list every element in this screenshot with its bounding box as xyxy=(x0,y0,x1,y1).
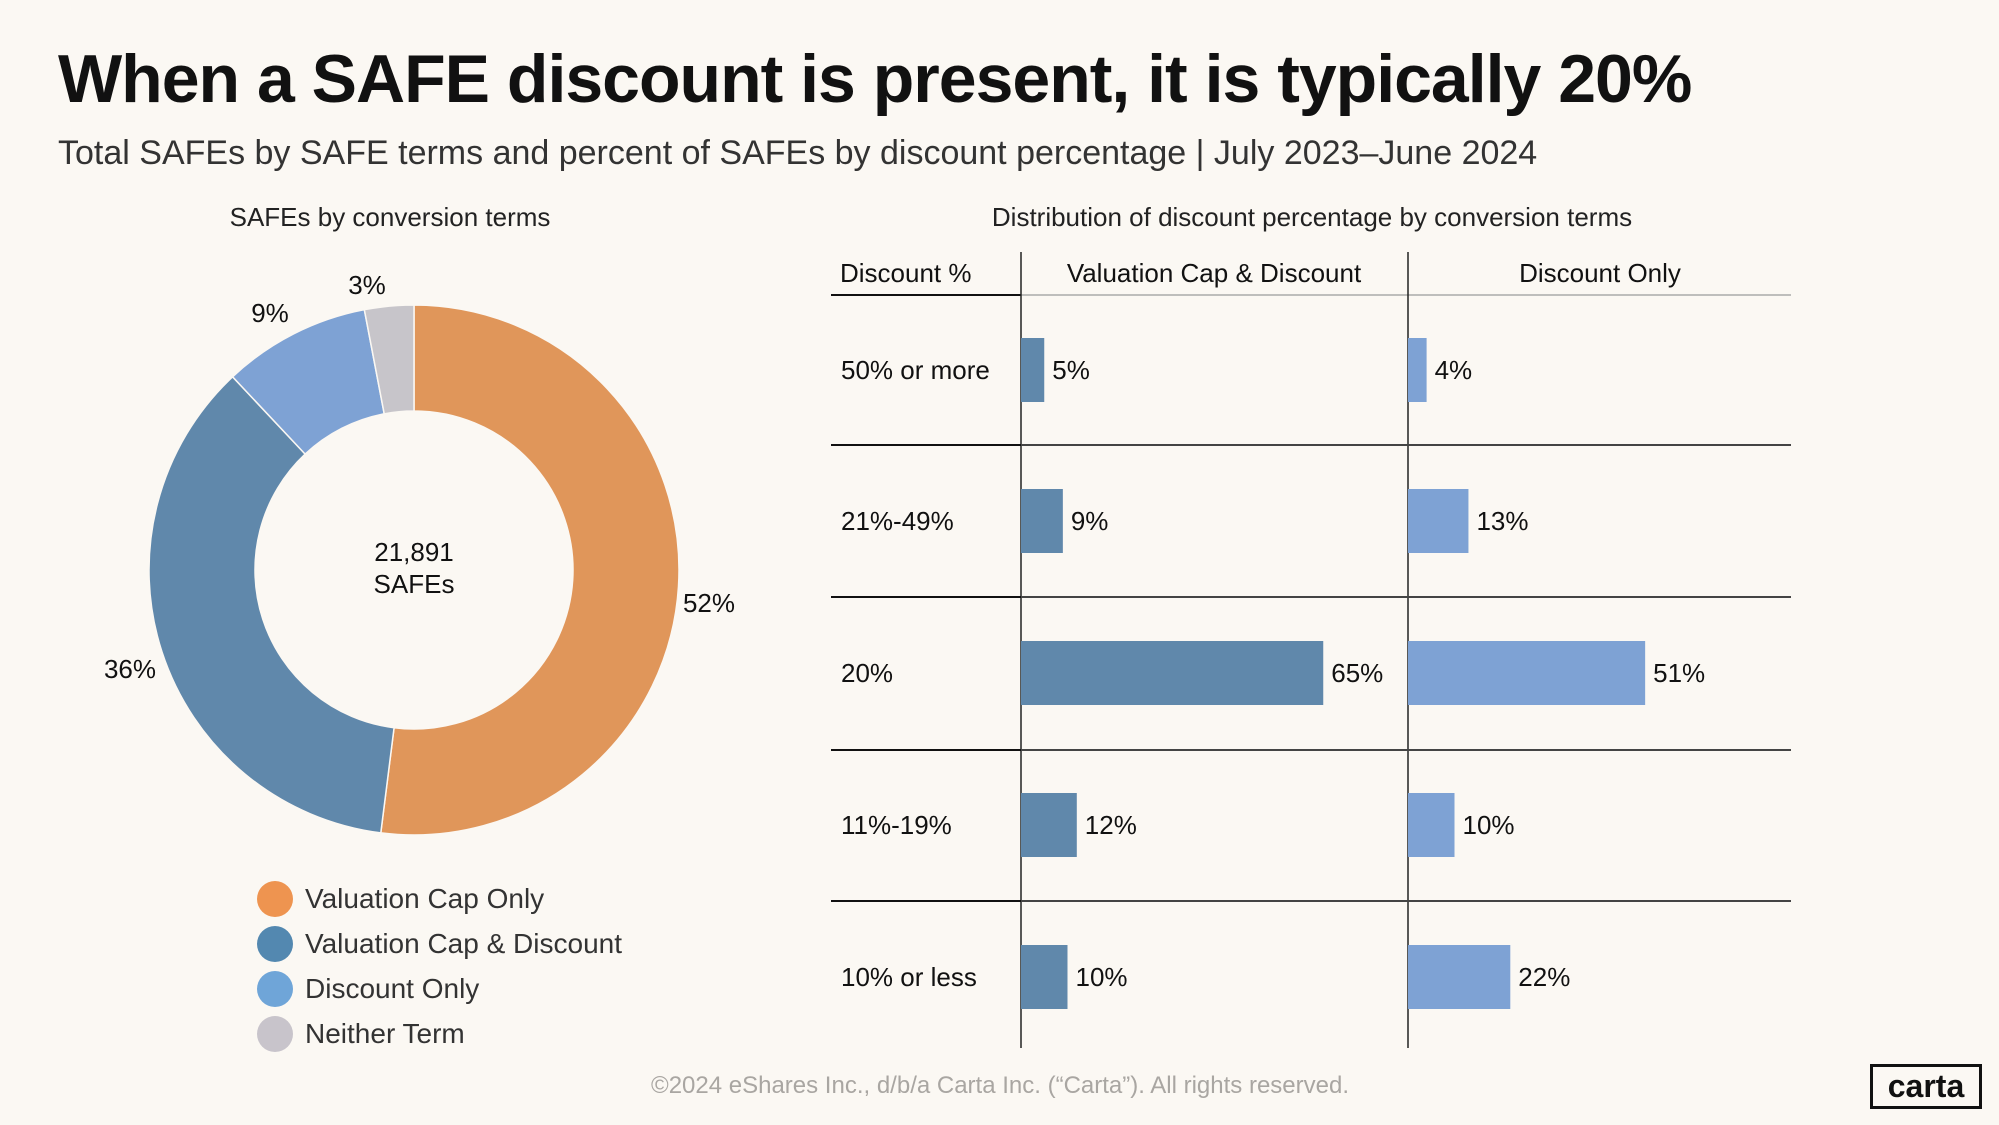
legend-item: Discount Only xyxy=(257,969,479,1009)
copyright-footer: ©2024 eShares Inc., d/b/a Carta Inc. (“C… xyxy=(651,1072,1349,1099)
bar xyxy=(1021,338,1045,402)
bar xyxy=(1408,338,1427,402)
slice-label: 52% xyxy=(683,588,735,618)
bar xyxy=(1021,793,1077,857)
legend-label: Valuation Cap & Discount xyxy=(305,928,622,959)
bar-value-label: 12% xyxy=(1085,810,1137,840)
legend-label: Neither Term xyxy=(305,1018,465,1049)
legend-item: Valuation Cap & Discount xyxy=(257,924,622,964)
bar-value-label: 13% xyxy=(1476,506,1528,536)
donut-chart-title: SAFEs by conversion terms xyxy=(229,202,551,232)
bar xyxy=(1408,641,1646,705)
legend-item: Neither Term xyxy=(257,1014,465,1054)
slice-label: 36% xyxy=(104,654,156,684)
bar-value-label: 65% xyxy=(1331,658,1383,688)
donut-slice xyxy=(148,375,395,834)
column-header: Discount Only xyxy=(1519,258,1681,288)
bar-value-label: 10% xyxy=(1076,962,1128,992)
donut-slice xyxy=(363,304,415,415)
bar xyxy=(1408,489,1469,553)
bar-value-label: 22% xyxy=(1518,962,1570,992)
row-label: 50% or more xyxy=(841,355,990,385)
center-total: 21,891 xyxy=(374,537,454,567)
bar-value-label: 5% xyxy=(1052,355,1090,385)
legend-item: Valuation Cap Only xyxy=(257,879,544,919)
donut-slice xyxy=(379,304,680,836)
page-title: When a SAFE discount is present, it is t… xyxy=(58,41,1692,117)
legend-label: Valuation Cap Only xyxy=(305,883,545,914)
column-header: Valuation Cap & Discount xyxy=(1067,258,1362,288)
center-unit: SAFEs xyxy=(374,569,455,599)
bar-value-label: 10% xyxy=(1463,810,1515,840)
slice-label: 3% xyxy=(348,270,386,300)
row-label: 20% xyxy=(841,658,893,688)
legend-label: Discount Only xyxy=(305,973,480,1004)
page-subtitle: Total SAFEs by SAFE terms and percent of… xyxy=(58,134,1538,172)
bar xyxy=(1021,489,1063,553)
legend-swatch xyxy=(257,971,293,1007)
legend-swatch xyxy=(257,926,293,962)
bar-value-label: 51% xyxy=(1653,658,1705,688)
row-label: 10% or less xyxy=(841,962,977,992)
bar-value-label: 4% xyxy=(1435,355,1473,385)
row-label: 21%-49% xyxy=(841,506,954,536)
legend-swatch xyxy=(257,881,293,917)
bar xyxy=(1408,793,1455,857)
bar-chart-title: Distribution of discount percentage by c… xyxy=(991,202,1633,232)
bar xyxy=(1021,641,1324,705)
legend-swatch xyxy=(257,1016,293,1052)
bar xyxy=(1021,945,1068,1009)
carta-logo: carta xyxy=(1870,1064,1982,1109)
bar-value-label: 9% xyxy=(1071,506,1109,536)
column-header-discount: Discount % xyxy=(840,258,972,288)
slice-label: 9% xyxy=(251,298,289,328)
bar xyxy=(1408,945,1511,1009)
row-label: 11%-19% xyxy=(841,810,952,840)
